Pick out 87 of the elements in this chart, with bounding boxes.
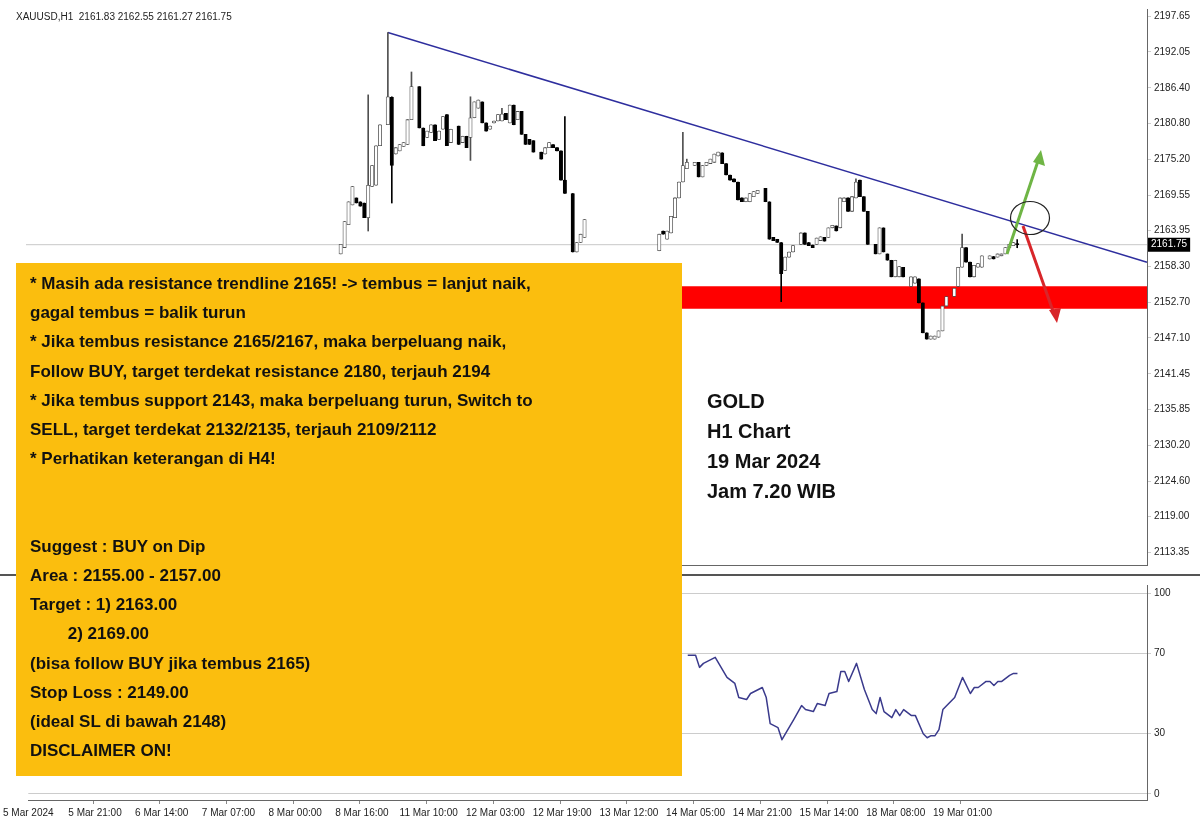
text: * Masih ada resistance trendline 2165! -> tembus = lanjut naik, gagal tembus = balik turun * Jika tembus resistance 2165/2167, maka berpeluang naik, Follow BUY, target terdekat resistance 2180, terjauh 2194 * Jika tembus support 2143, maka berpeluang turun, Switch to SELL, target terdekat 2132/2135, terjauh 2109/2112 * Perhatikan keterangan di H4! Suggest : BUY on Dip Area : 2155.00 - 2157.00 Target : 1) 2163.00 2) 2169.00 (bisa follow BUY jika tembus 2165) Stop Loss : 2149.00 (ideal SL di bawah 2148) DISCLAIMER ON!: [30, 274, 533, 761]
y-tick-label: 2163.95: [1154, 224, 1191, 236]
candlestick: [696, 161, 701, 178]
candlestick: [456, 125, 461, 145]
candlestick: [468, 96, 473, 161]
y-tick-label: 100: [1154, 586, 1172, 598]
candlestick: [941, 305, 944, 332]
candlestick: [999, 253, 1004, 257]
candlestick: [712, 153, 717, 163]
candlestick: [822, 237, 827, 242]
x-tick-label: 19 Mar 01:00: [933, 806, 993, 818]
candlestick: [763, 188, 768, 203]
candlestick: [409, 71, 414, 121]
candlestick: [944, 296, 949, 307]
candlestick: [700, 165, 705, 178]
x-tick-label: 15 Mar 14:00: [799, 806, 859, 818]
annotation: GOLD H1 Chart 19 Mar 2024 Jam 7.20 WIB: [707, 389, 836, 504]
candlestick: [574, 242, 579, 253]
candlestick: [704, 161, 709, 166]
x-tick-label: 5 Mar 2024: [3, 806, 55, 818]
candlestick: [818, 236, 823, 241]
candlestick: [531, 140, 536, 153]
candlestick: [834, 225, 839, 232]
chart-title: XAUUSD,H1 2161.83 2162.55 2161.27 2161.75: [16, 10, 233, 22]
candlestick: [460, 135, 465, 143]
y-tick-label: 2147.10: [1154, 331, 1191, 343]
x-tick-label: 8 Mar 00:00: [268, 806, 323, 818]
candlestick: [523, 133, 528, 145]
candlestick: [1015, 239, 1020, 249]
candlestick: [885, 253, 890, 261]
candlestick: [814, 237, 819, 245]
x-tick-label: 8 Mar 16:00: [335, 806, 390, 818]
candlestick: [810, 244, 815, 248]
candlestick: [464, 135, 469, 149]
candlestick: [708, 158, 713, 164]
y-tick-label: 0: [1154, 787, 1160, 799]
candlestick: [751, 191, 756, 197]
y-tick-label: 2175.20: [1154, 152, 1191, 164]
y-tick-label: 2119.00: [1154, 510, 1190, 522]
y-tick-label: 2135.85: [1154, 403, 1191, 415]
candlestick: [397, 144, 402, 152]
y-tick-label: 2158.30: [1154, 260, 1191, 272]
x-tick-label: 5 Mar 21:00: [68, 806, 123, 818]
candlestick: [937, 330, 940, 338]
y-tick-label: 2197.65: [1154, 10, 1191, 22]
candlestick: [405, 119, 410, 145]
y-tick-label: 2130.20: [1154, 439, 1191, 451]
candlestick: [354, 197, 359, 204]
x-tick-label: 12 Mar 19:00: [532, 806, 593, 818]
x-tick-label: 14 Mar 05:00: [666, 806, 726, 818]
y-tick-label: 30: [1154, 727, 1166, 739]
x-tick-label: 7 Mar 07:00: [201, 806, 256, 818]
candlestick: [417, 86, 422, 129]
y-tick-label: 2192.05: [1154, 45, 1191, 57]
y-tick-label: 2152.70: [1154, 296, 1191, 308]
candlestick: [515, 111, 520, 121]
candlestick: [582, 219, 587, 238]
x-tick-label: 11 Mar 10:00: [399, 806, 459, 818]
candlestick: [473, 101, 476, 119]
x-tick-label: 14 Mar 21:00: [732, 806, 793, 818]
candlestick: [692, 161, 697, 166]
y-tick-label: 2180.80: [1154, 117, 1191, 129]
y-tick-label: 2169.55: [1154, 188, 1191, 200]
candlestick: [873, 244, 878, 255]
x-tick-label: 13 Mar 12:00: [599, 806, 659, 818]
ref-line-label: 2161.75: [1151, 238, 1188, 250]
candlestick: [767, 201, 772, 240]
candlestick: [889, 259, 894, 278]
candlestick: [881, 227, 886, 253]
x-tick-label: 12 Mar 03:00: [465, 806, 526, 818]
candlestick: [393, 147, 398, 155]
x-tick-label: 6 Mar 14:00: [135, 806, 189, 818]
candlestick: [1011, 242, 1016, 246]
candlestick: [878, 227, 881, 255]
candlestick: [519, 111, 524, 135]
y-tick-label: 2186.40: [1154, 81, 1191, 93]
candlestick: [995, 253, 1000, 258]
candlestick: [924, 332, 929, 340]
candlestick: [987, 255, 992, 260]
candlestick: [826, 227, 831, 238]
x-tick-label: 18 Mar 08:00: [866, 806, 926, 818]
y-tick-label: 2141.45: [1154, 367, 1191, 379]
candlestick: [755, 189, 760, 194]
y-tick-label: 2113.35: [1154, 546, 1190, 558]
y-tick-label: 2124.60: [1154, 474, 1191, 486]
candlestick: [928, 335, 933, 340]
y-tick-label: 70: [1154, 647, 1166, 659]
